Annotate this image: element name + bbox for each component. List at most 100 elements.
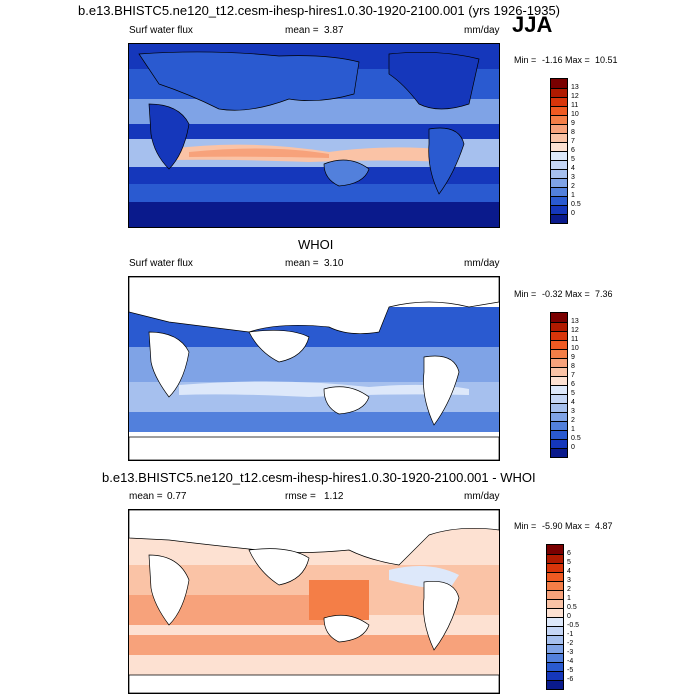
- colorbar-tick-label: 8: [571, 128, 575, 136]
- colorbar-tick-label: 0.5: [567, 603, 577, 611]
- panel2-mean-label: mean =: [285, 258, 319, 269]
- colorbar-tick-label: -2: [567, 639, 574, 647]
- colorbar-tick-label: 5: [571, 155, 575, 163]
- colorbar-swatch: [551, 340, 567, 349]
- panel1-map: [128, 43, 500, 228]
- colorbar-swatch: [551, 115, 567, 124]
- colorbar-tick-label: -6: [567, 675, 574, 683]
- colorbar-swatch: [551, 349, 567, 358]
- colorbar-swatch: [547, 617, 563, 626]
- colorbar-tick-label: 2: [571, 416, 575, 424]
- panel1-min-value: -1.16: [542, 55, 563, 65]
- panel1-colorbar: [550, 78, 568, 224]
- colorbar-swatch: [551, 97, 567, 106]
- colorbar-tick-label: 6: [571, 380, 575, 388]
- colorbar-tick-label: 0.5: [571, 434, 581, 442]
- colorbar-tick-label: 12: [571, 326, 579, 334]
- panel1-mean-label: mean =: [285, 25, 319, 36]
- colorbar-swatch: [547, 608, 563, 617]
- panel3-rmse-value: 1.12: [324, 491, 344, 502]
- colorbar-swatch: [551, 151, 567, 160]
- colorbar-swatch: [547, 671, 563, 680]
- colorbar-tick-label: 10: [571, 110, 579, 118]
- colorbar-tick-label: 3: [567, 576, 571, 584]
- panel3-min-value: -5.90: [542, 521, 563, 531]
- panel2-min-label: Min =: [514, 289, 537, 299]
- colorbar-tick-label: 13: [571, 317, 579, 325]
- colorbar-swatch: [547, 545, 563, 554]
- colorbar-swatch: [551, 88, 567, 97]
- colorbar-tick-label: 10: [571, 344, 579, 352]
- panel1-mean-value: 3.87: [324, 25, 344, 36]
- colorbar-swatch: [551, 412, 567, 421]
- colorbar-swatch: [547, 572, 563, 581]
- colorbar-tick-label: 13: [571, 83, 579, 91]
- panel2-max-value: 7.36: [595, 289, 613, 299]
- colorbar-swatch: [551, 214, 567, 223]
- colorbar-tick-label: 0: [571, 209, 575, 217]
- colorbar-swatch: [551, 106, 567, 115]
- colorbar-swatch: [547, 590, 563, 599]
- panel2-variable: Surf water flux: [129, 258, 193, 269]
- colorbar-tick-label: 5: [571, 389, 575, 397]
- panel1-variable: Surf water flux: [129, 25, 193, 36]
- colorbar-swatch: [551, 178, 567, 187]
- colorbar-swatch: [547, 680, 563, 689]
- panel1-colorbar-labels: 13 12 11 10 9 8 7 6 5 4 3 2 1 0.5 0: [571, 78, 601, 222]
- colorbar-tick-label: 6: [571, 146, 575, 154]
- colorbar-swatch: [551, 169, 567, 178]
- colorbar-tick-label: 2: [571, 182, 575, 190]
- colorbar-tick-label: 12: [571, 92, 579, 100]
- colorbar-swatch: [551, 313, 567, 322]
- panel3-mean-label: mean =: [129, 491, 163, 502]
- colorbar-tick-label: 0.5: [571, 200, 581, 208]
- colorbar-tick-label: 4: [567, 567, 571, 575]
- panel2-map: [128, 276, 500, 461]
- colorbar-swatch: [551, 385, 567, 394]
- colorbar-swatch: [551, 124, 567, 133]
- colorbar-swatch: [551, 430, 567, 439]
- colorbar-tick-label: 4: [571, 164, 575, 172]
- colorbar-swatch: [551, 133, 567, 142]
- colorbar-tick-label: 9: [571, 353, 575, 361]
- colorbar-tick-label: 0: [567, 612, 571, 620]
- colorbar-tick-label: 1: [567, 594, 571, 602]
- figure-title: b.e13.BHISTC5.ne120_t12.cesm-ihesp-hires…: [78, 3, 561, 18]
- colorbar-swatch: [547, 626, 563, 635]
- panel2-colorbar: [550, 312, 568, 458]
- panel3-colorbar: [546, 544, 564, 690]
- panel1-units: mm/day: [464, 25, 500, 36]
- colorbar-tick-label: 8: [571, 362, 575, 370]
- panel3-heading: b.e13.BHISTC5.ne120_t12.cesm-ihesp-hires…: [102, 470, 536, 485]
- colorbar-tick-label: 1: [571, 425, 575, 433]
- colorbar-tick-label: -1: [567, 630, 574, 638]
- season-label: JJA: [512, 12, 553, 37]
- colorbar-tick-label: 1: [571, 191, 575, 199]
- colorbar-tick-label: 5: [567, 558, 571, 566]
- colorbar-tick-label: 3: [571, 173, 575, 181]
- colorbar-swatch: [547, 554, 563, 563]
- colorbar-swatch: [547, 635, 563, 644]
- panel1-max-value: 10.51: [595, 55, 618, 65]
- colorbar-swatch: [551, 205, 567, 214]
- colorbar-swatch: [551, 367, 567, 376]
- colorbar-swatch: [551, 394, 567, 403]
- panel2-units: mm/day: [464, 258, 500, 269]
- colorbar-tick-label: 4: [571, 398, 575, 406]
- colorbar-tick-label: 6: [567, 549, 571, 557]
- panel3-max-value: 4.87: [595, 521, 613, 531]
- panel3-min-label: Min =: [514, 521, 537, 531]
- panel2-colorbar-labels: 13 12 11 10 9 8 7 6 5 4 3 2 1 0.5 0: [571, 312, 601, 456]
- colorbar-tick-label: -4: [567, 657, 574, 665]
- colorbar-tick-label: 3: [571, 407, 575, 415]
- colorbar-swatch: [551, 187, 567, 196]
- colorbar-swatch: [547, 653, 563, 662]
- panel2-heading: WHOI: [298, 237, 334, 252]
- colorbar-swatch: [551, 196, 567, 205]
- colorbar-tick-label: -0.5: [567, 621, 580, 629]
- panel2-min-value: -0.32: [542, 289, 563, 299]
- panel3-mean-value: 0.77: [167, 491, 187, 502]
- colorbar-tick-label: -3: [567, 648, 574, 656]
- colorbar-swatch: [547, 581, 563, 590]
- panel3-max-label: Max =: [565, 521, 590, 531]
